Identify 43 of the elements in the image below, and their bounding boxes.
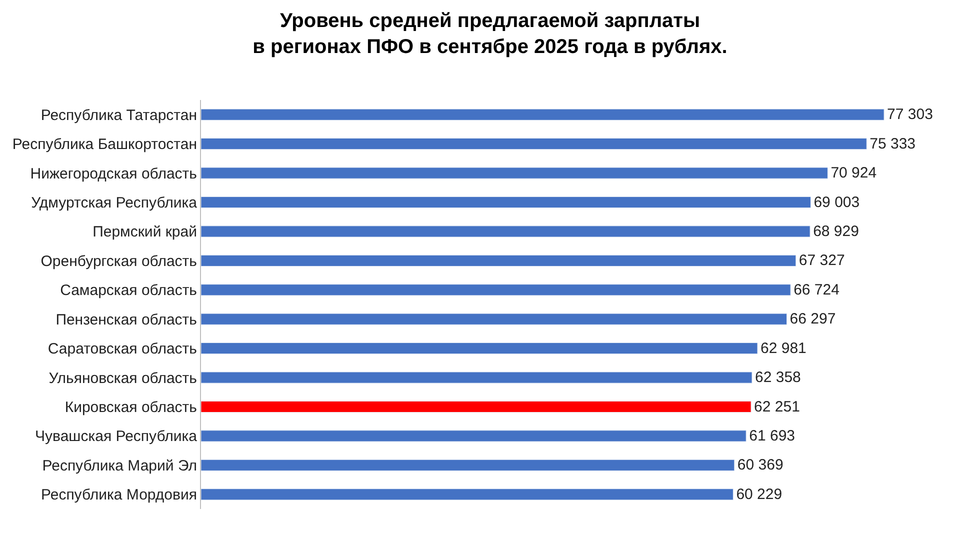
data-label: 77 303	[887, 106, 933, 124]
bar	[201, 108, 884, 120]
bar	[201, 459, 735, 471]
y-tick-label: Пензенская область	[56, 311, 198, 328]
y-tick-label: Самарская область	[60, 282, 198, 300]
y-tick-label: Оренбургская область	[40, 252, 198, 270]
bar	[201, 488, 734, 500]
y-tick-label: Республика Татарстан	[40, 106, 197, 124]
y-tick-label: Республика Башкортостан	[12, 136, 197, 154]
bar	[201, 284, 791, 296]
bar	[201, 372, 752, 384]
bar	[201, 254, 796, 266]
data-label: 60 369	[737, 456, 784, 474]
data-label: 62 358	[755, 369, 801, 386]
bar	[201, 226, 810, 238]
data-label: 70 924	[830, 164, 877, 182]
y-tick-label: Ульяновская область	[48, 370, 198, 387]
bar	[201, 313, 788, 325]
y-tick-label: Удмуртская Республика	[31, 194, 198, 212]
data-label: 61 693	[749, 427, 796, 444]
data-label: 60 229	[736, 486, 782, 503]
data-label: 62 251	[754, 398, 800, 416]
data-label: 62 981	[760, 340, 806, 357]
data-label: 67 327	[798, 252, 845, 270]
bar	[201, 196, 811, 208]
chart-title: Уровень средней предлагаемой зарплаты в регионах ПФО в сентябре 2025 года в рублях.	[252, 10, 728, 58]
bar	[201, 138, 867, 150]
data-label: 75 333	[870, 135, 916, 152]
bar	[201, 342, 758, 354]
y-tick-label: Кировская область	[64, 399, 198, 416]
data-label: 68 929	[813, 222, 859, 240]
y-tick-label: Пермский край	[92, 224, 197, 241]
bar	[201, 430, 746, 442]
y-tick-label: Республика Мордовия	[41, 486, 197, 504]
y-tick-label: Республика Марий Эл	[42, 457, 197, 474]
y-tick-label: Нижегородская область	[30, 165, 198, 182]
data-label: 66 297	[790, 310, 836, 328]
y-tick-label: Чувашская Республика	[35, 428, 198, 446]
bar	[201, 400, 752, 413]
bar	[201, 167, 828, 179]
data-label: 66 724	[794, 281, 840, 298]
data-label: 69 003	[814, 194, 860, 211]
y-tick-label: Саратовская область	[48, 340, 198, 358]
